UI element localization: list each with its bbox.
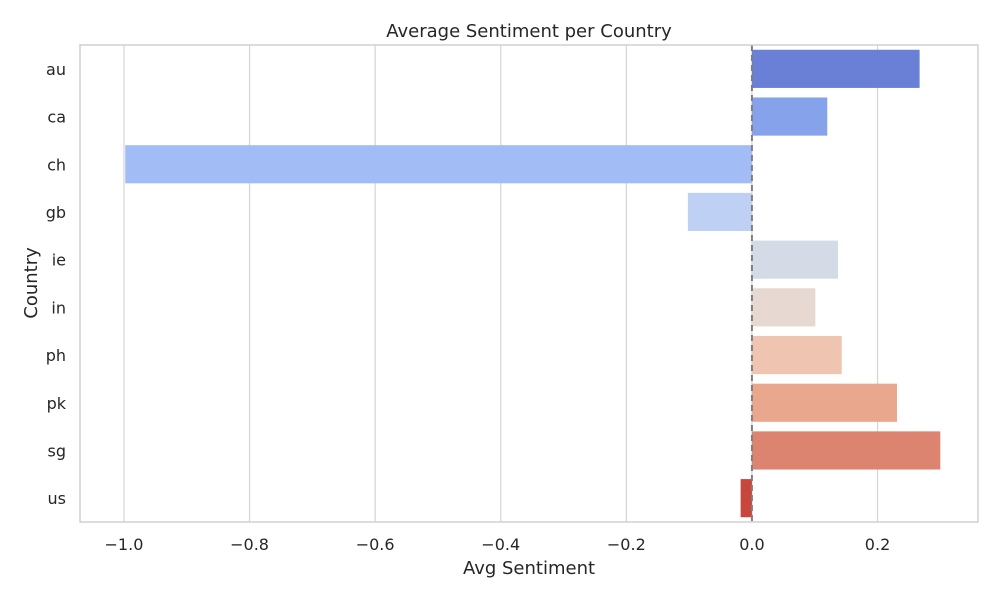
x-tick-label: −0.4 [481, 535, 520, 554]
y-tick-label: us [48, 489, 66, 508]
bar-ch [125, 145, 752, 184]
y-tick-label: gb [46, 203, 66, 222]
y-tick-label: ph [46, 346, 66, 365]
y-tick-label: in [51, 298, 66, 317]
bar-au [751, 49, 920, 88]
x-tick-label: 0.2 [865, 535, 890, 554]
y-tick-label: au [46, 60, 66, 79]
bar-in [751, 288, 816, 327]
bar-sg [751, 431, 941, 470]
bar-gb [687, 192, 752, 232]
x-axis-label: Avg Sentiment [463, 558, 595, 579]
bars [125, 49, 941, 518]
bar-pk [751, 383, 897, 422]
x-tick-label: −0.2 [607, 535, 646, 554]
y-tick-label: sg [48, 441, 67, 460]
y-tick-label: ie [52, 251, 66, 270]
y-tick-label: pk [47, 394, 67, 413]
bar-us [740, 479, 752, 518]
x-tick-label: −1.0 [105, 535, 144, 554]
y-axis-label: Country [21, 247, 42, 319]
y-tick-label: ca [47, 108, 66, 127]
plot-frame [79, 44, 979, 523]
y-axis-ticks: au ca ch gb ie in ph pk sg us [46, 60, 67, 508]
x-tick-label: −0.8 [230, 535, 269, 554]
bar-ca [751, 97, 828, 136]
bar-ph [751, 335, 842, 375]
chart-title: Average Sentiment per Country [386, 21, 672, 42]
x-tick-label: 0.0 [739, 535, 764, 554]
x-axis-ticks: −1.0 −0.8 −0.6 −0.4 −0.2 0.0 0.2 [105, 535, 891, 554]
x-tick-label: −0.6 [356, 535, 395, 554]
bar-ie [751, 240, 838, 279]
y-tick-label: ch [47, 155, 66, 174]
